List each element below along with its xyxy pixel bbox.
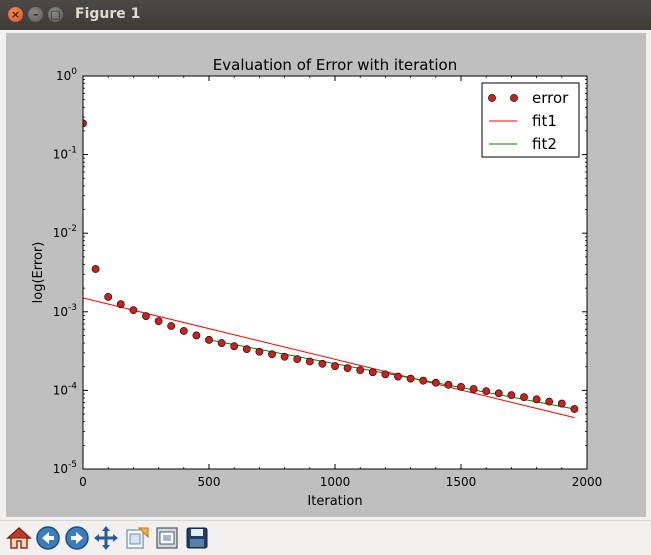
- y-tick-exponent: -4: [68, 381, 77, 391]
- y-tick-label-1: 10-1: [53, 146, 77, 162]
- error-point-34: [507, 391, 516, 400]
- minimize-window-button[interactable]: –: [28, 7, 43, 22]
- error-point-28: [431, 378, 440, 387]
- error-point-7: [167, 322, 176, 330]
- y-tick-label-3: 10-3: [53, 303, 77, 319]
- subplots-button[interactable]: [154, 525, 180, 551]
- y-tick-label-2: 10-2: [53, 224, 77, 240]
- back-icon: [36, 526, 60, 550]
- error-point-39: [570, 405, 579, 413]
- error-point-9: [192, 331, 201, 340]
- pan-button[interactable]: [93, 525, 119, 551]
- save-button[interactable]: [184, 525, 210, 551]
- fit1-line: [83, 297, 575, 419]
- y-tick-base: 10: [56, 69, 71, 83]
- y-tick-label-5: 10-5: [53, 460, 77, 476]
- error-point-15: [268, 350, 276, 359]
- error-point-17: [293, 355, 302, 364]
- error-point-33: [494, 389, 503, 398]
- error-point-3: [116, 300, 125, 309]
- error-point-10: [205, 335, 213, 344]
- y-tick-exponent: 0: [71, 67, 77, 77]
- legend-marker-error: [510, 94, 518, 102]
- error-point-31: [469, 385, 478, 393]
- error-point-6: [154, 317, 163, 326]
- x-tick-label-0: 0: [79, 475, 87, 489]
- navigation-toolbar: [0, 520, 651, 555]
- subplots-icon: [156, 527, 178, 549]
- error-point-29: [444, 380, 453, 389]
- x-axis-label: Iteration: [307, 494, 362, 509]
- zoom-icon: [126, 527, 149, 549]
- y-tick-exponent: -1: [68, 146, 77, 156]
- y-tick-base: 10: [53, 462, 68, 476]
- x-tick-label-4: 2000: [572, 475, 603, 489]
- y-tick-exponent: -2: [68, 224, 77, 234]
- error-point-22: [356, 366, 365, 375]
- legend-marker-error: [488, 94, 496, 102]
- error-point-38: [557, 399, 566, 408]
- error-point-37: [545, 397, 554, 406]
- y-tick-base: 10: [53, 148, 68, 162]
- error-point-13: [242, 345, 251, 354]
- error-point-27: [419, 376, 428, 385]
- error-point-25: [394, 372, 402, 381]
- home-icon: [6, 526, 32, 549]
- error-point-2: [104, 292, 113, 301]
- legend-box: [481, 82, 580, 158]
- y-tick-base: 10: [53, 383, 68, 397]
- plot-area: 0 500 1000 1500 200010010-110-210-310-410-5E…: [31, 56, 603, 509]
- pan-icon: [94, 526, 118, 550]
- zoom-button[interactable]: [124, 525, 150, 551]
- error-point-19: [318, 359, 327, 368]
- y-tick-exponent: -3: [68, 303, 77, 313]
- maximize-window-button[interactable]: □: [48, 7, 63, 22]
- y-tick-base: 10: [53, 226, 68, 240]
- error-point-36: [532, 395, 541, 404]
- home-button[interactable]: [6, 525, 32, 551]
- error-point-24: [381, 370, 390, 379]
- legend-label-fit2: fit2: [532, 135, 557, 153]
- save-icon: [186, 527, 208, 549]
- y-tick-label-0: 100: [56, 67, 77, 83]
- error-point-16: [280, 352, 289, 361]
- error-point-4: [129, 306, 138, 315]
- legend-label-fit1: fit1: [532, 112, 557, 130]
- x-tick-label-1: 500: [198, 475, 221, 489]
- error-point-18: [305, 357, 314, 366]
- forward-button[interactable]: [64, 525, 90, 551]
- error-point-12: [230, 342, 239, 351]
- error-point-5: [142, 312, 150, 321]
- error-point-11: [217, 339, 226, 347]
- back-button[interactable]: [35, 525, 61, 551]
- legend-label-error: error: [532, 89, 569, 107]
- y-tick-label-4: 10-4: [53, 381, 78, 397]
- error-point-8: [179, 327, 188, 335]
- error-point-21: [343, 364, 352, 373]
- forward-icon: [65, 526, 89, 550]
- y-tick-exponent: -5: [68, 460, 77, 470]
- title-bar: × – □ Figure 1: [0, 0, 651, 30]
- error-point-20: [331, 362, 339, 370]
- x-tick-label-3: 1500: [446, 475, 477, 489]
- y-axis-label: log(Error): [31, 242, 46, 304]
- error-point-14: [255, 347, 264, 356]
- x-tick-label-2: 1000: [320, 475, 351, 489]
- error-point-35: [520, 393, 528, 402]
- error-point-30: [457, 382, 465, 391]
- window-title: Figure 1: [75, 6, 141, 22]
- error-point-23: [368, 368, 377, 377]
- chart-title: Evaluation of Error with iteration: [213, 56, 457, 74]
- error-point-32: [482, 387, 491, 395]
- error-point-26: [406, 374, 415, 383]
- figure-canvas[interactable]: 0 500 1000 1500 2000 100 10-1 10-2 10-3 10-4 10-5 E…: [6, 33, 646, 517]
- close-window-button[interactable]: ×: [8, 7, 23, 22]
- y-tick-base: 10: [53, 305, 68, 319]
- error-point-1: [91, 265, 100, 273]
